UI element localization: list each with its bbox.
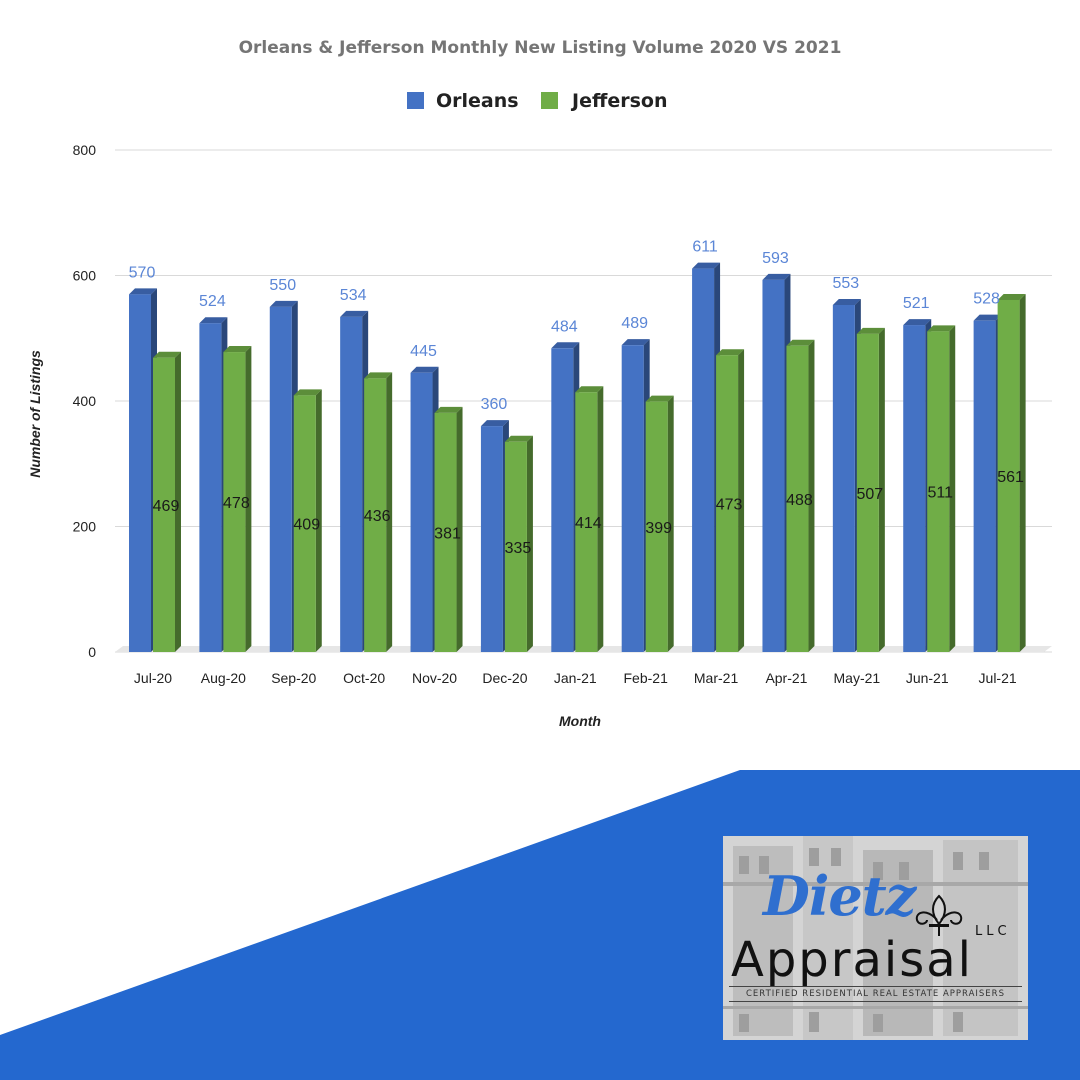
y-tick-label: 0 xyxy=(88,644,96,660)
y-tick-label: 600 xyxy=(73,268,97,284)
logo-llc-text: LLC xyxy=(975,924,1011,939)
data-labels: 570 469 524 478 550 409 534 436 445 381 360 335 484 4… xyxy=(129,239,1024,557)
bar-orleans xyxy=(480,420,509,652)
bar-jefferson xyxy=(856,327,885,652)
y-tick-label: 400 xyxy=(73,393,97,409)
chart-title: Orleans & Jefferson Monthly New Listing … xyxy=(239,38,842,58)
data-label-orleans: 445 xyxy=(410,343,437,360)
data-label-orleans: 611 xyxy=(692,239,718,256)
data-label-jefferson: 469 xyxy=(153,498,180,515)
logo-tagline: CERTIFIED RESIDENTIAL REAL ESTATE APPRAI… xyxy=(729,986,1022,1002)
legend-label-jefferson: Jefferson xyxy=(570,90,668,112)
x-axis-title: Month xyxy=(559,713,601,729)
data-label-jefferson: 381 xyxy=(434,525,461,542)
logo-main-text: Appraisal xyxy=(731,932,974,988)
bar-jefferson xyxy=(504,435,533,652)
legend-label-orleans: Orleans xyxy=(436,90,519,112)
bar-jefferson xyxy=(223,346,252,652)
data-label-jefferson: 507 xyxy=(856,486,883,503)
bar-orleans xyxy=(762,273,791,652)
bar-jefferson xyxy=(997,293,1026,652)
data-label-jefferson: 561 xyxy=(997,469,1024,486)
bar-orleans xyxy=(340,310,369,652)
bar-jefferson xyxy=(786,339,815,652)
x-tick-label: Apr-21 xyxy=(765,670,807,686)
x-tick-label: Jun-21 xyxy=(906,670,949,686)
data-label-orleans: 534 xyxy=(340,287,367,304)
legend: Orleans Jefferson xyxy=(407,90,668,112)
bar-orleans xyxy=(551,342,580,652)
data-label-orleans: 484 xyxy=(551,318,578,335)
bar-orleans xyxy=(199,317,228,652)
x-tick-label: Nov-20 xyxy=(412,670,457,686)
data-label-orleans: 360 xyxy=(481,396,508,413)
bar-orleans xyxy=(269,300,298,652)
data-label-orleans: 521 xyxy=(903,295,930,312)
y-axis-ticks: 0 200 400 600 800 xyxy=(73,142,97,660)
bar-jefferson xyxy=(153,351,181,652)
y-tick-label: 200 xyxy=(73,519,97,535)
data-label-orleans: 570 xyxy=(129,264,156,281)
bar-jefferson xyxy=(645,395,674,652)
logo-script-text: Dietz xyxy=(763,864,916,928)
bar-orleans xyxy=(692,262,721,652)
x-tick-label: Jan-21 xyxy=(554,670,597,686)
x-tick-label: Dec-20 xyxy=(482,670,527,686)
data-label-orleans: 553 xyxy=(832,275,859,292)
data-label-jefferson: 335 xyxy=(505,540,532,557)
x-axis-ticks: Jul-20 Aug-20 Sep-20 Oct-20 Nov-20 Dec-20 Jan-… xyxy=(134,670,1017,686)
data-label-jefferson: 478 xyxy=(223,495,250,512)
x-tick-label: Aug-20 xyxy=(201,670,246,686)
data-label-orleans: 528 xyxy=(973,291,1000,308)
bar-jefferson xyxy=(434,406,463,652)
x-tick-label: Feb-21 xyxy=(624,670,669,686)
x-tick-label: Jul-21 xyxy=(979,670,1017,686)
x-tick-label: Oct-20 xyxy=(343,670,385,686)
y-axis-title: Number of Listings xyxy=(27,350,43,478)
bar-orleans xyxy=(621,339,650,652)
data-label-jefferson: 409 xyxy=(293,517,320,534)
bar-orleans xyxy=(410,366,439,652)
x-tick-label: Jul-20 xyxy=(134,670,172,686)
bar-jefferson xyxy=(575,386,604,652)
data-label-jefferson: 511 xyxy=(927,485,953,502)
fleur-de-lis-icon xyxy=(915,894,963,936)
data-label-jefferson: 473 xyxy=(716,497,743,514)
data-label-orleans: 489 xyxy=(621,315,648,332)
logo-building-backdrop xyxy=(723,836,1028,1040)
legend-swatch-orleans xyxy=(407,92,424,109)
x-tick-label: Sep-20 xyxy=(271,670,316,686)
x-tick-label: Mar-21 xyxy=(694,670,739,686)
data-label-jefferson: 436 xyxy=(364,508,391,525)
legend-swatch-jefferson xyxy=(541,92,558,109)
data-label-jefferson: 399 xyxy=(645,520,672,537)
bar-orleans xyxy=(129,288,157,652)
data-label-orleans: 524 xyxy=(199,293,226,310)
data-label-jefferson: 414 xyxy=(575,515,602,532)
data-label-orleans: 550 xyxy=(269,277,296,294)
x-tick-label: May-21 xyxy=(834,670,881,686)
bar-jefferson xyxy=(716,349,745,652)
bar-jefferson xyxy=(927,325,956,652)
y-tick-label: 800 xyxy=(73,142,97,158)
bar-orleans xyxy=(832,298,861,652)
bars xyxy=(129,262,1026,652)
bar-jefferson xyxy=(293,389,322,652)
bar-jefferson xyxy=(364,372,393,652)
data-label-jefferson: 488 xyxy=(786,492,813,509)
company-logo: Dietz LLC Appraisal CERTIFIED RESIDENTIA… xyxy=(723,836,1028,1040)
data-label-orleans: 593 xyxy=(762,250,789,267)
